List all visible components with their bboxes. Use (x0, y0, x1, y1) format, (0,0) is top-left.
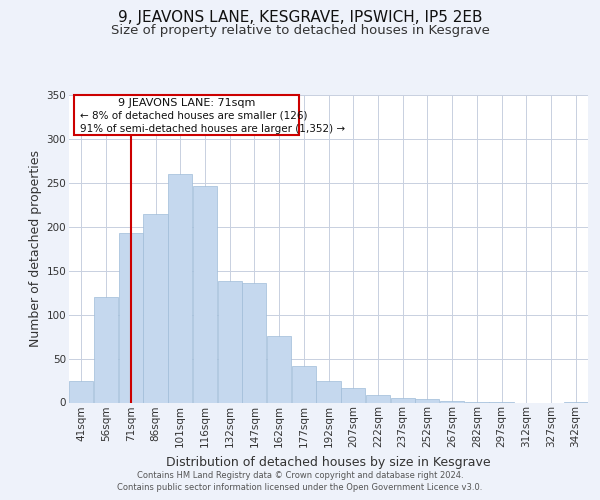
Bar (316, 380, 341, 402)
Bar (218, 282, 242, 403)
Bar (366, 396, 390, 402)
Bar (267, 336, 291, 402)
X-axis label: Distribution of detached houses by size in Kesgrave: Distribution of detached houses by size … (166, 456, 491, 468)
Bar (94, 297, 118, 403)
Text: Size of property relative to detached houses in Kesgrave: Size of property relative to detached ho… (110, 24, 490, 37)
Text: 9 JEAVONS LANE: 71sqm: 9 JEAVONS LANE: 71sqm (118, 98, 255, 108)
Bar (391, 398, 415, 402)
Bar (119, 233, 143, 402)
Text: Contains public sector information licensed under the Open Government Licence v3: Contains public sector information licen… (118, 484, 482, 492)
Bar (69, 380, 94, 402)
Y-axis label: Number of detached properties: Number of detached properties (29, 150, 43, 347)
Bar (168, 174, 193, 402)
Text: ← 8% of detached houses are smaller (126): ← 8% of detached houses are smaller (126… (80, 111, 308, 121)
FancyBboxPatch shape (74, 95, 299, 134)
Bar (440, 400, 464, 402)
Bar (292, 366, 316, 402)
Bar (341, 388, 365, 402)
Bar (242, 283, 266, 403)
Text: Contains HM Land Registry data © Crown copyright and database right 2024.: Contains HM Land Registry data © Crown c… (137, 471, 463, 480)
Bar (143, 214, 167, 402)
Text: 91% of semi-detached houses are larger (1,352) →: 91% of semi-detached houses are larger (… (80, 124, 345, 134)
Bar (415, 399, 439, 402)
Bar (193, 186, 217, 402)
Text: 9, JEAVONS LANE, KESGRAVE, IPSWICH, IP5 2EB: 9, JEAVONS LANE, KESGRAVE, IPSWICH, IP5 … (118, 10, 482, 25)
